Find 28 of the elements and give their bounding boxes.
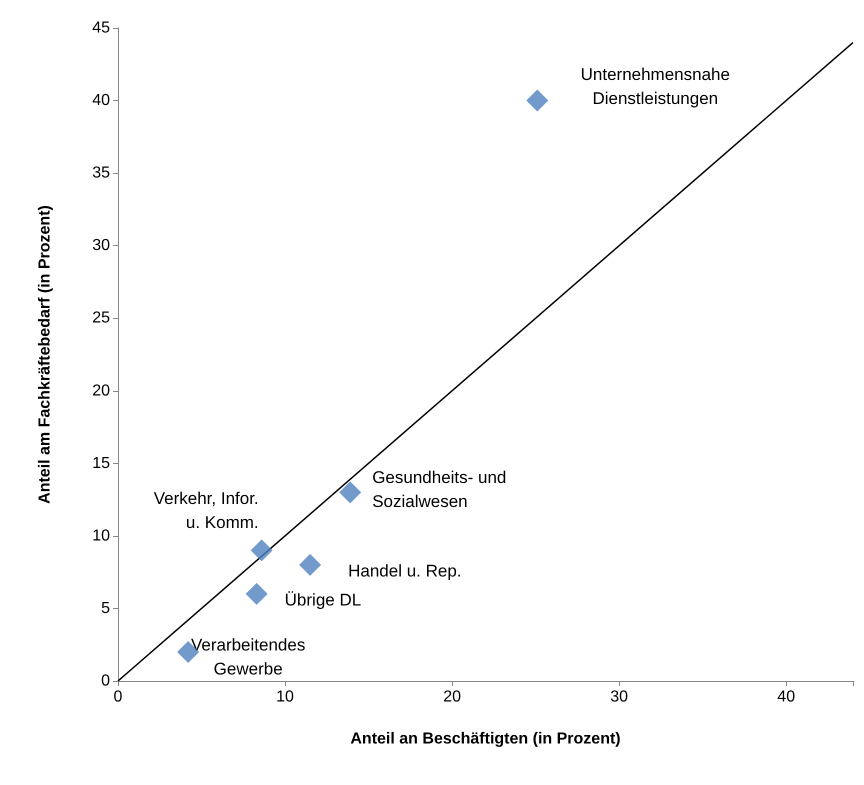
y-tick-label: 35: [92, 164, 110, 182]
y-tick-label: 0: [101, 672, 110, 690]
annotation: Verarbeitendes Gewerbe: [190, 635, 306, 678]
y-tick-label: 15: [92, 454, 110, 472]
point: [526, 90, 548, 112]
annotation: Verkehr, Infor. u. Komm.: [154, 488, 259, 532]
annotation: Gesundheits- und Sozialwesen: [372, 468, 506, 511]
y-tick-label: 10: [92, 527, 110, 544]
point: [339, 481, 362, 504]
y-tick-label: 40: [92, 92, 110, 110]
x-axis-title: Anteil an Beschäftigten (in Prozent): [350, 730, 621, 748]
x-tick-label: 0: [114, 688, 123, 706]
x-tick-label: 20: [443, 688, 462, 706]
y-tick-label: 30: [92, 237, 110, 254]
y-tick-label: 20: [92, 382, 110, 400]
annotation: Übrige DL: [284, 590, 362, 610]
y-tick-label: 45: [92, 20, 110, 36]
y-tick-label: 25: [92, 310, 110, 327]
point: [299, 554, 322, 576]
x-tick-label: 40: [777, 688, 796, 706]
annotation: Handel u. Rep.: [348, 561, 462, 580]
y-axis-title: Anteil am Fachkräftebedarf (in Prozent): [36, 205, 54, 504]
annotation: Unternehmensnahe Dienstleistungen: [580, 65, 730, 108]
x-tick-label: 10: [276, 688, 294, 706]
point: [250, 539, 273, 562]
point: [246, 582, 268, 605]
x-tick-label: 30: [610, 688, 628, 706]
y-tick-label: 5: [101, 600, 110, 617]
